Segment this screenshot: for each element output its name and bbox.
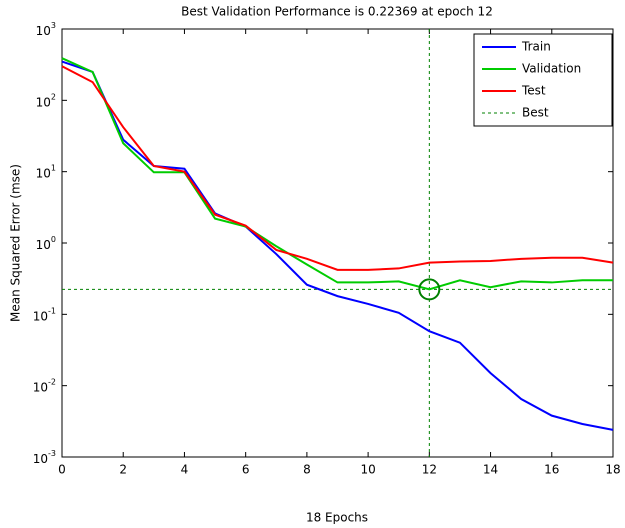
y-tick-label: 10-2	[33, 377, 56, 394]
x-tick-label: 16	[544, 463, 559, 477]
y-axis-label: Mean Squared Error (mse)	[9, 164, 23, 322]
y-tick-label: 102	[36, 92, 56, 109]
series-line	[61, 65, 614, 271]
x-tick-label: 10	[360, 463, 375, 477]
y-tick-label: 101	[36, 163, 56, 180]
x-axis-label: 18 Epochs	[306, 511, 368, 525]
x-tick-label: 8	[303, 463, 311, 477]
y-tick-label: 100	[36, 235, 56, 252]
legend-label: Test	[521, 84, 546, 98]
x-tick-label: 14	[483, 463, 498, 477]
x-tick-label: 4	[181, 463, 189, 477]
series-line	[61, 57, 613, 291]
x-tick-label: 6	[242, 463, 250, 477]
y-tick-label: 10-3	[33, 449, 56, 466]
y-tick-label: 10-1	[33, 306, 56, 323]
x-tick-label: 12	[422, 463, 437, 477]
chart-title: Best Validation Performance is 0.22369 a…	[181, 5, 493, 19]
legend-label: Best	[522, 106, 549, 120]
x-tick-label: 2	[119, 463, 127, 477]
legend-box	[473, 33, 613, 127]
y-tick-label: 103	[36, 21, 56, 38]
legend-label: Validation	[522, 62, 581, 76]
x-tick-label: 18	[605, 463, 620, 477]
x-tick-label: 0	[58, 463, 66, 477]
best-marker	[418, 278, 441, 301]
legend-label: Train	[521, 40, 551, 54]
